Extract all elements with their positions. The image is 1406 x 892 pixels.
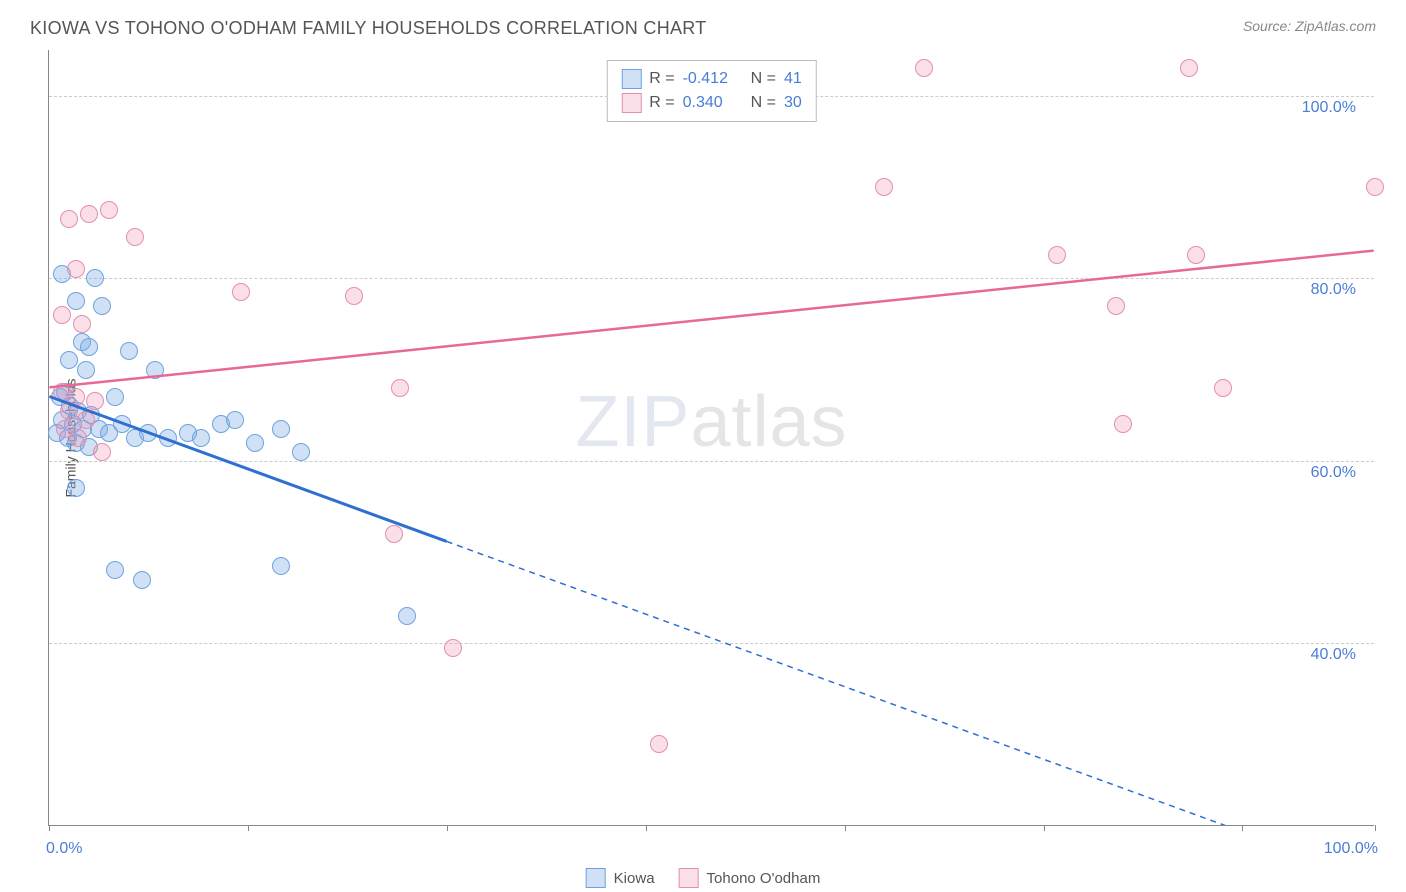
x-tick (646, 825, 647, 831)
scatter-point (1114, 415, 1132, 433)
legend-row: R = -0.412 N = 41 (621, 67, 801, 91)
scatter-point (93, 443, 111, 461)
legend-r-label: R = (649, 94, 674, 112)
legend-swatch (586, 868, 606, 888)
legend-n-label: N = (751, 70, 776, 88)
x-tick (1044, 825, 1045, 831)
scatter-point (1180, 59, 1198, 77)
scatter-point (226, 411, 244, 429)
legend-swatch (621, 69, 641, 89)
y-tick-label: 100.0% (1302, 99, 1356, 117)
scatter-point (915, 59, 933, 77)
scatter-point (1187, 246, 1205, 264)
scatter-point (120, 342, 138, 360)
scatter-point (60, 210, 78, 228)
y-tick-label: 60.0% (1311, 464, 1356, 482)
series-legend: Kiowa Tohono O'odham (586, 868, 821, 888)
scatter-point (444, 639, 462, 657)
gridline (49, 643, 1374, 644)
legend-n-value: 41 (784, 70, 802, 88)
scatter-point (292, 443, 310, 461)
source-label: Source: ZipAtlas.com (1243, 18, 1376, 34)
scatter-point (86, 392, 104, 410)
series-legend-label: Kiowa (614, 870, 655, 887)
x-tick (248, 825, 249, 831)
legend-swatch (621, 93, 641, 113)
scatter-point (73, 315, 91, 333)
scatter-point (385, 525, 403, 543)
scatter-point (232, 283, 250, 301)
gridline (49, 461, 1374, 462)
scatter-point (650, 735, 668, 753)
scatter-point (272, 557, 290, 575)
x-axis-min-label: 0.0% (46, 840, 82, 858)
scatter-point (126, 228, 144, 246)
watermark-bold: ZIP (575, 382, 690, 462)
scatter-point (133, 571, 151, 589)
scatter-point (345, 287, 363, 305)
scatter-point (86, 269, 104, 287)
scatter-point (77, 361, 95, 379)
scatter-point (67, 292, 85, 310)
legend-swatch (679, 868, 699, 888)
x-tick (1242, 825, 1243, 831)
x-tick (1375, 825, 1376, 831)
y-tick-label: 40.0% (1311, 646, 1356, 664)
y-tick-label: 80.0% (1311, 281, 1356, 299)
chart-container: ZIPatlas R =-0.412N =41R =0.340N =30 Fam… (48, 50, 1374, 826)
scatter-point (875, 178, 893, 196)
watermark: ZIPatlas (575, 381, 847, 463)
scatter-point (1107, 297, 1125, 315)
plot-area: ZIPatlas R =-0.412N =41R =0.340N =30 Fam… (48, 50, 1374, 826)
scatter-point (398, 607, 416, 625)
series-legend-item: Tohono O'odham (679, 868, 821, 888)
scatter-point (60, 351, 78, 369)
series-legend-label: Tohono O'odham (707, 870, 821, 887)
legend-row: R = 0.340 N = 30 (621, 91, 801, 115)
legend-n-label: N = (751, 94, 776, 112)
legend-r-value: 0.340 (683, 94, 743, 112)
x-tick (845, 825, 846, 831)
scatter-point (67, 479, 85, 497)
legend-n-value: 30 (784, 94, 802, 112)
legend-r-label: R = (649, 70, 674, 88)
scatter-point (69, 429, 87, 447)
x-axis-max-label: 100.0% (1324, 840, 1378, 858)
scatter-point (1366, 178, 1384, 196)
scatter-point (60, 402, 78, 420)
scatter-point (159, 429, 177, 447)
scatter-point (192, 429, 210, 447)
gridline (49, 278, 1374, 279)
scatter-point (106, 388, 124, 406)
scatter-point (1214, 379, 1232, 397)
scatter-point (391, 379, 409, 397)
legend-r-value: -0.412 (683, 70, 743, 88)
correlation-legend: R = -0.412 N = 41 R = 0.340 N = 30 (606, 60, 816, 122)
scatter-point (272, 420, 290, 438)
scatter-point (146, 361, 164, 379)
scatter-point (53, 306, 71, 324)
scatter-point (80, 338, 98, 356)
watermark-thin: atlas (690, 382, 847, 462)
scatter-point (139, 424, 157, 442)
scatter-point (1048, 246, 1066, 264)
x-tick (447, 825, 448, 831)
scatter-point (67, 260, 85, 278)
x-tick (49, 825, 50, 831)
scatter-point (246, 434, 264, 452)
scatter-point (93, 297, 111, 315)
scatter-point (100, 201, 118, 219)
scatter-point (77, 411, 95, 429)
series-legend-item: Kiowa (586, 868, 655, 888)
scatter-point (80, 205, 98, 223)
scatter-point (106, 561, 124, 579)
chart-title: KIOWA VS TOHONO O'ODHAM FAMILY HOUSEHOLD… (30, 18, 707, 39)
